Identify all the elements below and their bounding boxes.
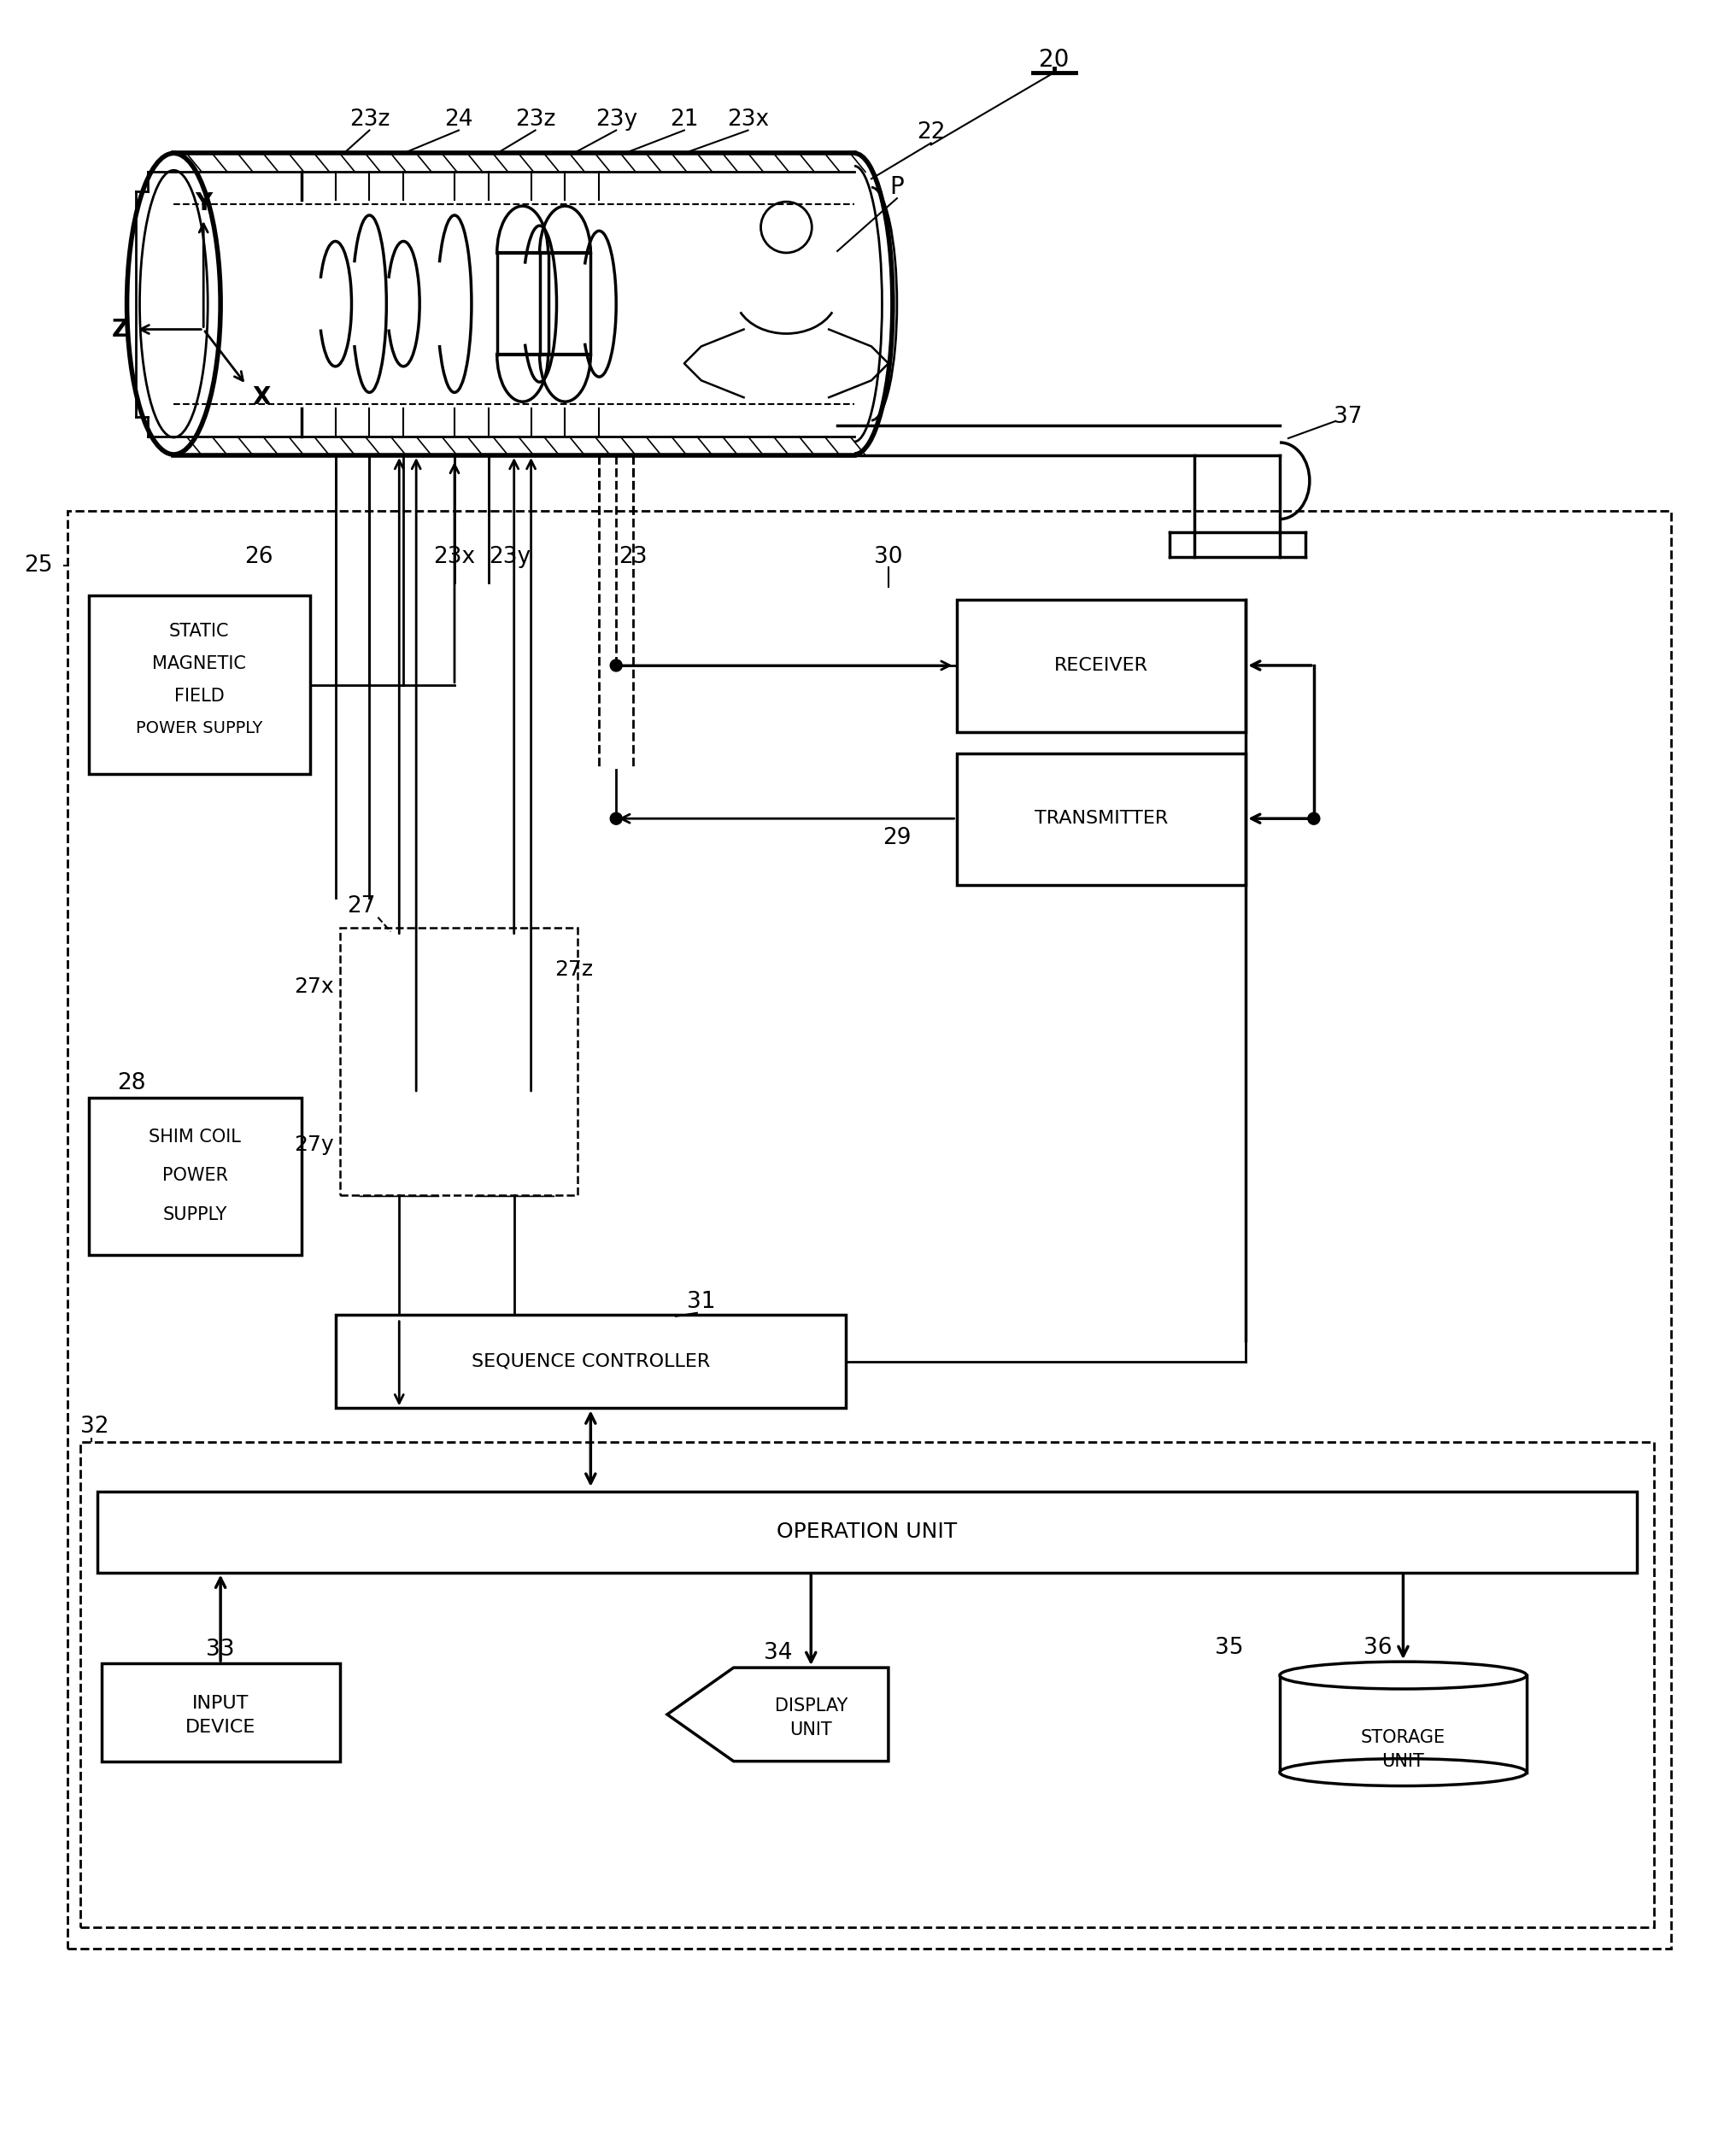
Text: RECEIVER: RECEIVER [1054,657,1147,674]
Text: X: X [252,386,271,410]
Text: DEVICE: DEVICE [186,1718,255,1735]
Text: 24: 24 [444,109,472,130]
Bar [89,1097,302,1255]
Bar [957,600,1245,732]
Text: 27z: 27z [554,960,592,980]
Text: INPUT: INPUT [193,1694,248,1711]
Text: STORAGE: STORAGE [1361,1729,1444,1746]
Text: Z: Z [111,318,128,341]
Bar [101,1662,340,1761]
Text: MAGNETIC: MAGNETIC [153,655,247,672]
Text: FIELD: FIELD [174,687,224,704]
Text: 28: 28 [116,1071,146,1095]
Text: TRANSMITTER: TRANSMITTER [1035,811,1167,828]
Text: Y: Y [194,192,212,216]
Circle shape [1307,813,1319,824]
Bar [340,928,578,1195]
Text: 29: 29 [882,828,911,849]
Text: 33: 33 [207,1639,234,1660]
Text: STATIC: STATIC [168,623,229,640]
Circle shape [609,813,621,824]
Text: 30: 30 [873,546,903,568]
Text: 23y: 23y [488,546,531,568]
Text: 23y: 23y [595,109,637,130]
Text: 32: 32 [80,1415,109,1438]
Bar [68,510,1670,1948]
Ellipse shape [1279,1662,1526,1688]
Text: 23z: 23z [516,109,556,130]
Text: 23x: 23x [727,109,769,130]
Bar [89,595,309,775]
Text: POWER SUPPLY: POWER SUPPLY [135,721,262,736]
Bar [361,937,437,1037]
Text: 21: 21 [670,109,698,130]
Text: 23z: 23z [349,109,389,130]
Text: 37: 37 [1333,405,1361,429]
Text: 34: 34 [764,1641,792,1665]
Text: SEQUENCE CONTROLLER: SEQUENCE CONTROLLER [470,1353,710,1370]
Text: 25: 25 [24,555,52,576]
Bar [80,1443,1653,1927]
Text: 31: 31 [687,1291,715,1312]
Text: 36: 36 [1363,1637,1391,1660]
Text: 27y: 27y [293,1133,333,1154]
Text: SHIM COIL: SHIM COIL [149,1129,241,1146]
Text: 22: 22 [917,122,944,143]
Text: OPERATION UNIT: OPERATION UNIT [776,1522,957,1541]
Text: DISPLAY: DISPLAY [774,1697,847,1714]
Bar [97,1492,1637,1573]
Bar [957,753,1245,886]
Text: POWER: POWER [161,1167,227,1184]
Text: 27: 27 [347,894,375,918]
Bar [476,1093,552,1195]
Bar [476,937,552,1037]
Ellipse shape [1279,1758,1526,1786]
Text: 27x: 27x [293,977,333,997]
Text: SUPPLY: SUPPLY [163,1206,227,1223]
Bar [361,1093,437,1195]
Text: 23x: 23x [434,546,476,568]
Text: P: P [889,175,904,198]
Text: 23: 23 [618,546,648,568]
Bar [335,1315,845,1408]
Text: 20: 20 [1038,47,1069,73]
Text: UNIT: UNIT [790,1722,832,1739]
Circle shape [609,659,621,672]
Text: 35: 35 [1213,1637,1243,1660]
Text: UNIT: UNIT [1382,1752,1424,1769]
Text: 26: 26 [245,546,273,568]
